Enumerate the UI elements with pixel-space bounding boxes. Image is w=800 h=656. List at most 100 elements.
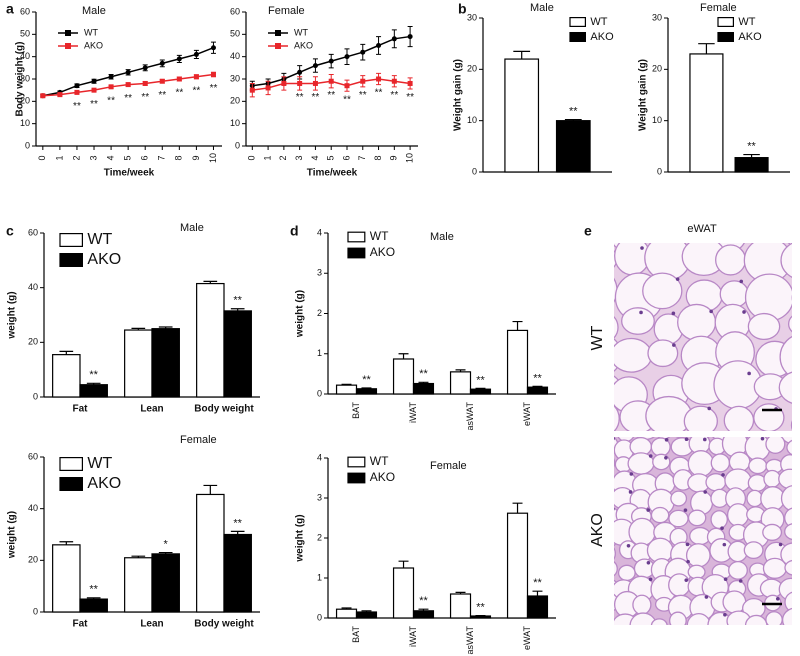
adipocyte xyxy=(765,611,783,625)
x-tick-label: 6 xyxy=(341,155,351,160)
bar xyxy=(124,557,153,613)
bar xyxy=(196,282,225,398)
adipocyte xyxy=(748,457,768,475)
x-tick-label: 1 xyxy=(262,155,272,160)
x-tick-label: 10 xyxy=(208,153,218,163)
legend-label: WT xyxy=(738,16,755,28)
adipocyte xyxy=(668,573,691,597)
significance: ** xyxy=(296,92,304,103)
nucleus xyxy=(723,577,728,581)
y-tick-label: 0 xyxy=(235,140,240,150)
data-point xyxy=(125,69,131,75)
nucleus xyxy=(722,542,727,547)
legend-label: AKO xyxy=(370,245,395,259)
y-tick-label: 1 xyxy=(317,348,322,358)
data-point xyxy=(74,83,80,89)
adipocyte xyxy=(765,437,786,454)
adipocyte xyxy=(787,243,792,247)
significance: ** xyxy=(90,99,98,110)
image-row-label: AKO xyxy=(589,513,606,547)
adipocyte xyxy=(614,458,616,468)
nucleus xyxy=(664,455,668,460)
x-tick-label: Body weight xyxy=(194,619,254,630)
nucleus xyxy=(721,473,725,477)
nucleus xyxy=(795,561,799,565)
legend-label: AKO xyxy=(84,40,103,50)
significance: ** xyxy=(747,140,756,152)
y-axis-title: weight (g) xyxy=(7,291,18,339)
legend-label: AKO xyxy=(294,40,313,50)
bar xyxy=(223,310,252,398)
adipocyte xyxy=(614,489,617,505)
x-tick-label: 3 xyxy=(294,155,304,160)
data-point xyxy=(91,78,97,84)
bar xyxy=(335,384,358,395)
legend-label: AKO xyxy=(87,251,121,268)
adipocyte xyxy=(746,489,764,508)
data-point xyxy=(376,43,382,48)
error-bar xyxy=(398,353,409,359)
bar xyxy=(151,328,180,398)
x-tick-label: 7 xyxy=(157,155,167,160)
adipocyte xyxy=(757,208,794,242)
x-tick-label: 8 xyxy=(174,155,184,160)
adipocyte xyxy=(743,541,764,560)
significance: ** xyxy=(175,88,183,99)
legend-marker xyxy=(65,30,71,36)
adipocyte xyxy=(650,506,670,524)
significance: ** xyxy=(419,595,428,607)
adipocyte xyxy=(614,619,617,625)
y-tick-label: 10 xyxy=(230,118,240,128)
data-point xyxy=(40,93,46,99)
adipocyte xyxy=(614,316,619,339)
legend-label: WT xyxy=(370,454,389,468)
legend-label: AKO xyxy=(590,31,614,43)
adipocyte xyxy=(778,468,792,490)
y-tick-label: 40 xyxy=(28,282,38,292)
x-tick-label: asWAT xyxy=(465,401,475,430)
y-tick-label: 20 xyxy=(28,555,38,565)
data-point xyxy=(57,92,63,98)
y-tick-label: 2 xyxy=(317,308,322,318)
legend-swatch xyxy=(717,17,734,28)
bar xyxy=(355,611,378,619)
y-tick-label: 20 xyxy=(652,64,662,74)
adipocyte xyxy=(685,543,711,568)
nucleus xyxy=(671,311,676,316)
legend-label: WT xyxy=(87,231,112,248)
x-tick-label: 7 xyxy=(357,155,367,160)
adipocyte xyxy=(614,250,618,268)
bar xyxy=(469,388,492,395)
bar xyxy=(52,354,81,398)
x-tick-label: 0 xyxy=(247,155,257,160)
significance: ** xyxy=(312,92,320,103)
x-tick-label: Fat xyxy=(73,404,89,415)
y-tick-label: 1 xyxy=(317,572,322,582)
legend-swatch xyxy=(59,253,83,268)
bar xyxy=(392,567,415,619)
nucleus xyxy=(707,406,712,411)
nucleus xyxy=(664,438,669,442)
nucleus xyxy=(709,309,713,314)
y-tick-label: 30 xyxy=(652,12,662,22)
adipocyte xyxy=(779,335,792,378)
nucleus xyxy=(684,437,689,442)
y-tick-label: 60 xyxy=(28,227,38,237)
adipocyte xyxy=(784,591,792,613)
nucleus xyxy=(683,508,688,512)
bar xyxy=(124,329,153,398)
data-point xyxy=(176,56,182,62)
data-point xyxy=(176,76,182,82)
nucleus xyxy=(738,579,743,583)
data-point xyxy=(125,82,131,88)
x-tick-label: 2 xyxy=(71,155,81,160)
y-tick-label: 2 xyxy=(317,532,322,542)
x-tick-label: 1 xyxy=(54,155,64,160)
adipocyte xyxy=(780,243,792,278)
error-bar xyxy=(398,560,409,568)
data-point xyxy=(328,58,334,64)
chart-title: Female xyxy=(430,460,467,472)
data-point xyxy=(407,34,413,40)
nucleus xyxy=(626,543,631,548)
bar xyxy=(526,386,549,395)
